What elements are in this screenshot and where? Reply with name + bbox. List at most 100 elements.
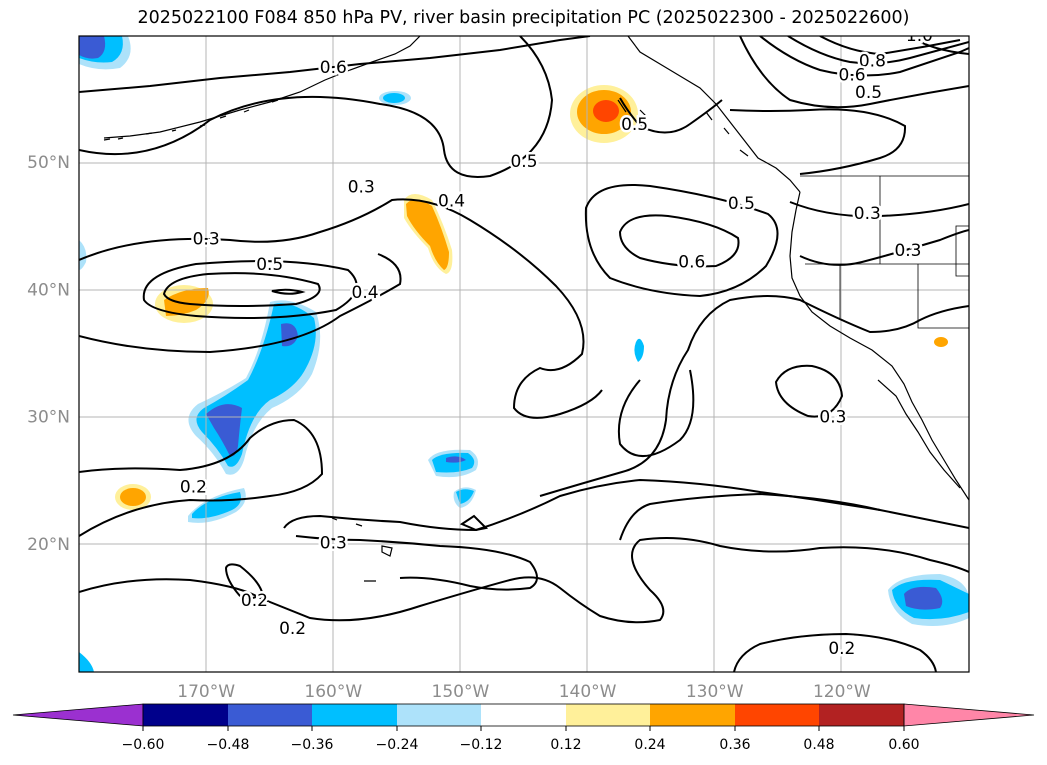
longitude-label: 150°W: [432, 682, 490, 702]
contour-0.3-west: [79, 253, 402, 354]
contour-label-halo: 0.5: [256, 255, 283, 275]
contour-0.4: [79, 198, 603, 419]
contour-label: 0.3: [320, 534, 347, 554]
contour-label-halo: 0.2: [828, 639, 855, 659]
contour-0.2-south-band: [79, 537, 969, 624]
contour-label-halo: 0.6: [839, 65, 866, 85]
contour-ne-2: [787, 36, 969, 65]
contour-label: 0.2: [279, 619, 306, 639]
contour-label: 0.3: [854, 204, 881, 224]
contour-label: 0.4: [352, 283, 379, 303]
contour-label-halo: 0.3: [819, 408, 846, 428]
hawaii-islands: [331, 517, 393, 582]
contour-label-halo: 0.6: [678, 252, 705, 272]
blob-east-small-negative: [634, 338, 644, 362]
us-west-coast: [789, 191, 969, 501]
latitude-label: 50°N: [27, 153, 70, 173]
contour-label-halo: 0.2: [241, 591, 268, 611]
map-frame: [78, 35, 970, 673]
colorbar-tick-label: 0.48: [803, 737, 834, 753]
colorbar-outline: [142, 703, 905, 727]
contour-label: 0.5: [855, 83, 882, 103]
contour-0.2-west: [79, 418, 324, 537]
contour-0.5-inner: [162, 272, 321, 307]
contour-ne-4: [739, 36, 969, 109]
colorbar: −0.60 −0.48 −0.36 −0.24 −0.12 0.12 0.24 …: [12, 703, 1035, 753]
contour-central-long: [539, 295, 969, 497]
longitude-label: 170°W: [177, 682, 235, 702]
longitude-label: 120°W: [813, 682, 871, 702]
contour-label: 0.3: [193, 230, 220, 250]
contour-label-halo: 0.4: [352, 283, 379, 303]
contour-label-halo: 0.3: [193, 230, 220, 250]
latitude-label: 20°N: [27, 535, 70, 555]
coastlines: [103, 36, 969, 582]
contour-label: 0.4: [438, 191, 465, 211]
colorbar-bin: [228, 704, 312, 726]
colorbar-extend-min: [12, 703, 144, 727]
contour-labels: 0.60.60.30.30.40.40.50.50.50.50.50.50.60…: [177, 26, 935, 662]
colorbar-tick-label: 0.60: [888, 737, 919, 753]
colorbar-tick-label: −0.24: [376, 737, 419, 753]
baja-california-coast: [877, 379, 961, 489]
colorbar-bin: [143, 704, 228, 726]
contour-label-halo: 0.2: [279, 619, 306, 639]
pv-contours: [79, 36, 969, 672]
colorbar-bin: [397, 704, 481, 726]
contour-label: 0.6: [839, 65, 866, 85]
contour-label-halo: 0.2: [180, 478, 207, 498]
contour-0.5-loop: [142, 260, 358, 319]
contour-label: 0.2: [828, 639, 855, 659]
contour-label: 0.3: [348, 177, 375, 197]
contour-ne-3: [819, 36, 961, 56]
contour-ne-right: [909, 36, 969, 55]
longitude-label: 130°W: [686, 682, 744, 702]
colorbar-tick-label: −0.48: [207, 737, 250, 753]
colorbar-tick-label: 0.36: [719, 737, 750, 753]
contour-0.2-south-upper: [295, 535, 538, 591]
alaska-peninsula-coast: [103, 36, 421, 139]
contour-0.6-inner: [271, 288, 306, 295]
contour-label-halo: 0.5: [621, 115, 648, 135]
contour-label-halo: 0.8: [859, 51, 886, 71]
alaska-panhandle-coast: [627, 36, 801, 193]
colorbar-tick-label: −0.36: [291, 737, 334, 753]
contour-0.3-south: [283, 478, 969, 532]
contour-label: 0.5: [510, 152, 537, 172]
contour-label: 0.6: [320, 58, 347, 78]
colorbar-bin: [735, 704, 819, 726]
contour-label-halo: 0.3: [854, 204, 881, 224]
contour-label: 0.2: [180, 478, 207, 498]
latitude-labels: 50°N 40°N 30°N 20°N: [27, 153, 70, 555]
contour-label: 0.6: [678, 252, 705, 272]
contour-label: 0.3: [819, 408, 846, 428]
colorbar-bin: [819, 704, 904, 726]
blob-mexico-orange: [934, 337, 948, 347]
contour-ne-1: [759, 36, 969, 77]
contour-label-halo: 1.0: [906, 26, 933, 46]
contour-0.6-east: [618, 214, 740, 268]
political-borders: [800, 175, 969, 329]
contour-label-halo: 0.5: [855, 83, 882, 103]
contour-label-halo: 0.4: [438, 191, 465, 211]
contour-label: 0.8: [859, 51, 886, 71]
contour-label: 1.0: [906, 26, 933, 46]
contour-label: 0.3: [894, 241, 921, 261]
contour-label-halo: 0.3: [320, 534, 347, 554]
colorbar-tick-label: −0.60: [122, 737, 165, 753]
british-columbia-islands: [617, 99, 749, 157]
contour-0.5-ne: [729, 108, 907, 175]
contour-0.5-coast-arc: [619, 97, 723, 134]
contour-label-halo: 0.5: [510, 152, 537, 172]
map-title: 2025022100 F084 850 hPa PV, river basin …: [137, 8, 910, 28]
contour-0.2-bottom: [733, 632, 937, 672]
colorbar-bin: [312, 704, 397, 726]
contour-label: 0.5: [256, 255, 283, 275]
contour-0.6-north: [79, 36, 591, 93]
contour-0.2-south-small: [224, 563, 264, 600]
contour-label: 0.5: [621, 115, 648, 135]
contour-hawaii-small: [459, 514, 489, 532]
contour-label: 0.5: [728, 194, 755, 214]
contour-0.3-east-upper: [789, 201, 969, 218]
contour-label-halo: 0.3: [348, 177, 375, 197]
